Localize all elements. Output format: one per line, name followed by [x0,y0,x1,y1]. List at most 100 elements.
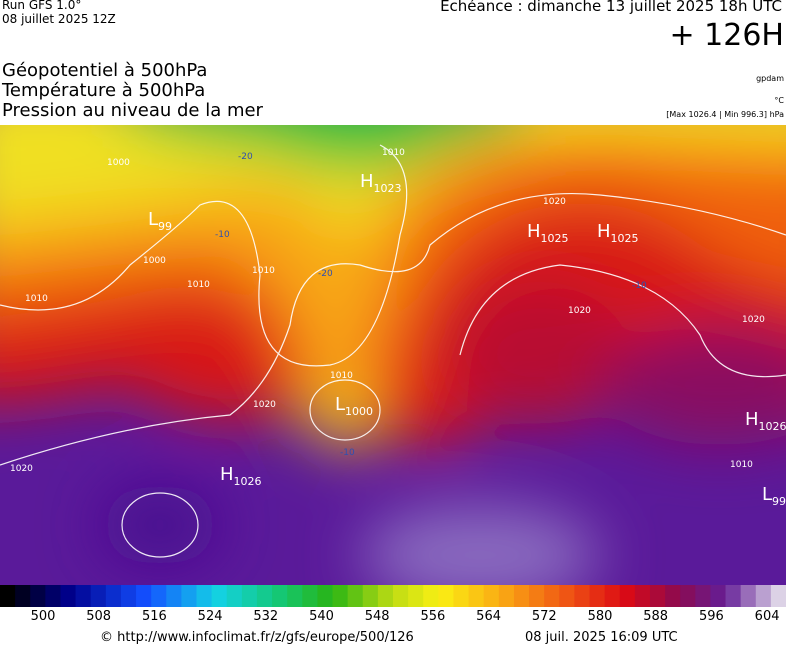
pressure-center: H1025 [527,221,569,245]
colorbar-cell [211,585,228,607]
colorbar-cell [347,585,364,607]
colorbar-cell [408,585,424,607]
temperature-label: -20 [318,269,333,279]
colorbar-cell [151,585,167,607]
colorbar-cell [710,585,727,607]
colorbar-cell [513,585,530,607]
colorbar-cell [120,585,137,607]
unit-3: [Max 1026.4 | Min 996.3] hPa [666,110,784,119]
colorbar-cell [60,585,77,607]
colorbar-cell [393,585,409,607]
colorbar-cell [619,585,636,607]
field-1: Géopotentiel à 500hPa [2,60,208,81]
isobar-label: 1010 [252,266,275,276]
center-value: 1023 [374,182,402,195]
center-letter: H [597,221,611,242]
colorbar-cell [226,585,243,607]
pressure-center: L99 [148,209,172,233]
center-letter: H [220,464,234,485]
isobar-label: 1010 [25,294,48,304]
pressure-center: H1025 [597,221,639,245]
field-shading [0,125,786,585]
colorbar-tick: 540 [309,609,334,624]
center-value: 1025 [611,232,639,245]
colorbar-cell [272,585,288,607]
isobar-label: 1020 [10,464,33,474]
colorbar-tick: 548 [364,609,390,624]
colorbar-cell [589,585,606,607]
center-letter: H [360,171,374,192]
isobar-label: 1010 [330,371,353,381]
isobar-label: 1000 [143,256,166,266]
colorbar-cell [483,585,500,607]
colorbar-cell [574,585,590,607]
colorbar-tick: 596 [698,609,724,624]
colorbar-cell [196,585,213,607]
colorbar-cell [317,585,334,607]
colorbar-tick: 516 [141,609,167,624]
colorbar-cell [740,585,757,607]
colorbar-tick: 556 [420,609,446,624]
center-value: 99 [772,495,786,508]
colorbar-tick: 572 [531,609,557,624]
colorbar-cell [498,585,515,607]
source: © http://www.infoclimat.fr/z/gfs/europe/… [100,630,414,645]
colorbar-tick: 524 [197,609,223,624]
colorbar-cell [15,585,31,607]
colorbar-cell [755,585,772,607]
pressure-center: L99 [762,484,786,508]
colorbar-ticks: 500 508 516 524 532 540 548 556 564 572 580 588 596 6… [0,609,786,629]
colorbar-cell [75,585,92,607]
center-letter: H [527,221,541,242]
center-letter: L [762,484,772,505]
colorbar-cell [362,585,379,607]
colorbar-tick: 500 [30,609,56,624]
colorbar-tick: 508 [86,609,112,624]
temperature-label: -10 [215,230,230,240]
isobar-label: 1020 [253,400,276,410]
colorbar-cell [136,585,152,607]
run-label: Run GFS 1.0° [2,0,82,12]
center-value: 1025 [541,232,569,245]
colorbar-cell [604,585,621,607]
colorbar-cell [544,585,560,607]
colorbar-cell [377,585,394,607]
field-2: Température à 500hPa [2,80,206,101]
colorbar-cell [0,585,16,607]
colorbar-cell [634,585,651,607]
colorbar-cell [90,585,107,607]
colorbar-cell [559,585,575,607]
colorbar-cell [680,585,696,607]
pressure-center: H1023 [360,171,402,195]
colorbar-cell [166,585,182,607]
unit-2: °C [774,96,784,105]
colorbar-cell [287,585,303,607]
colorbar-tick: 588 [643,609,669,624]
pressure-center: H1026 [745,409,786,433]
colorbar-tick: 564 [476,609,501,624]
center-value: 1000 [345,405,373,418]
field-3: Pression au niveau de la mer [2,100,263,121]
colorbar-tick: 604 [754,609,780,624]
isobar-label: 1020 [568,306,591,316]
pressure-center: L1000 [335,394,373,418]
temperature-label: -10 [340,448,355,458]
center-letter: L [148,209,158,230]
center-letter: H [745,409,759,430]
colorbar-cell [725,585,742,607]
colorbar-cell [423,585,439,607]
temperature-label: -10 [632,281,647,291]
colorbar-cell [453,585,470,607]
colorbar-cell [105,585,122,607]
colorbar-cell [695,585,711,607]
run-date: 08 juillet 2025 12Z [2,12,116,26]
isobar-label: 1010 [730,460,753,470]
colorbar-cell [302,585,318,607]
pressure-center: H1026 [220,464,262,488]
center-letter: L [335,394,345,415]
colorbar [0,585,786,607]
isobars [0,144,786,558]
colorbar-cell [529,585,545,607]
